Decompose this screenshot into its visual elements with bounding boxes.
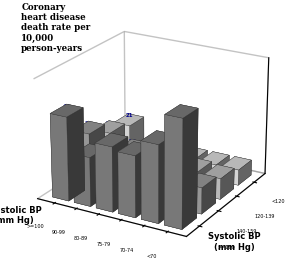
Text: Systolic BP
(mm Hg): Systolic BP (mm Hg) [208,232,260,252]
Text: Diastolic BP
(mm Hg): Diastolic BP (mm Hg) [0,206,42,225]
Text: Coronary
heart disease
death rate per
10,000
person-years: Coronary heart disease death rate per 10… [21,3,90,53]
